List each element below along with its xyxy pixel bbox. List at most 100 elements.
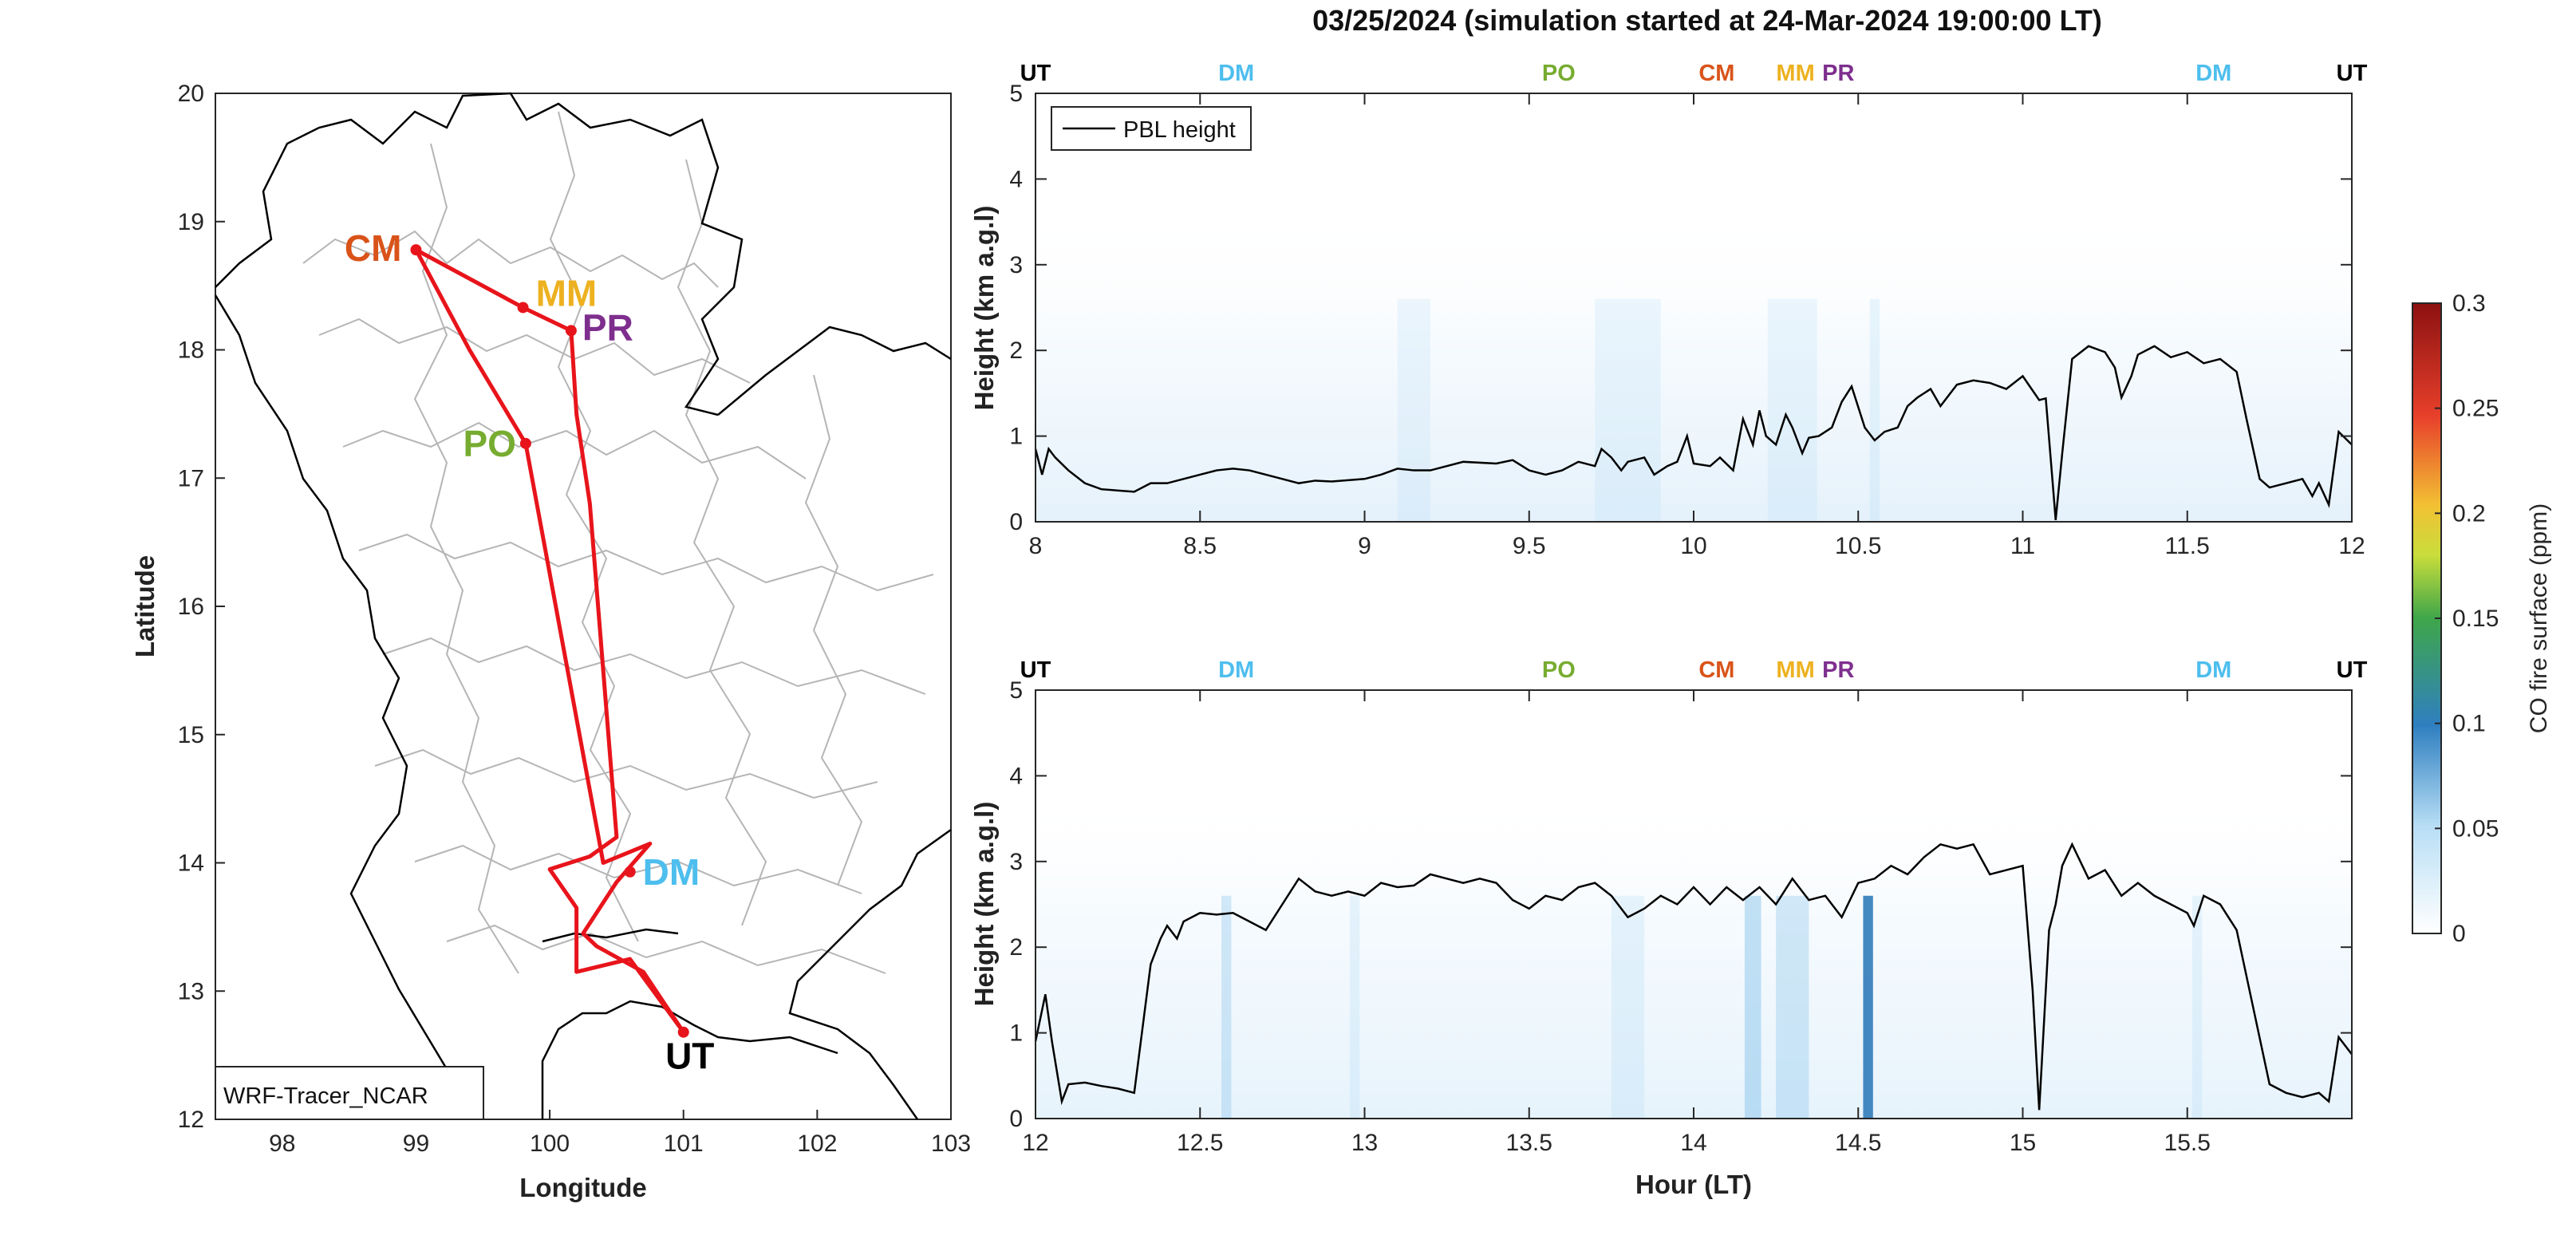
map-boundaries	[214, 92, 952, 1120]
map-xtick-label-4: 102	[797, 1131, 837, 1157]
lower-station-mark-1: DM	[1218, 657, 1254, 683]
map-xtick-label-3: 101	[664, 1131, 704, 1157]
upper-station-mark-5: PR	[1822, 61, 1854, 86]
map-xtick-label-1: 99	[403, 1131, 429, 1157]
colorbar-tick-label-0: 0	[2452, 921, 2466, 947]
upper-xtick-label-8: 12	[2338, 533, 2365, 559]
upper-ytick-label-0: 0	[1009, 509, 1023, 535]
lower-station-mark-4: MM	[1776, 657, 1814, 683]
upper-xtick-label-3: 9.5	[1513, 533, 1546, 559]
colorbar: 0 0.05 0.1 0.15 0.2 0.25 0.3 CO fire surface (…	[2412, 290, 2552, 947]
map-axes-box	[215, 93, 952, 1120]
map-ytick-label-5: 17	[178, 465, 204, 491]
lower-pbl-line	[1034, 842, 2353, 1111]
colorbar-ticks: 0 0.05 0.1 0.15 0.2 0.25 0.3	[2435, 290, 2499, 947]
upper-ytick-label-1: 1	[1009, 424, 1023, 450]
lower-hotspot-4	[1776, 895, 1809, 1119]
lower-xlabel: Hour (LT)	[1635, 1170, 1752, 1199]
map-ytick-label-6: 18	[178, 337, 204, 364]
upper-station-mark-0: UT	[1020, 61, 1051, 86]
upper-station-mark-1: DM	[1218, 61, 1254, 86]
station-label-po: PO	[463, 423, 515, 464]
colorbar-tick-label-3: 0.15	[2452, 606, 2499, 632]
map-ytick-label-2: 14	[178, 850, 204, 877]
upper-station-mark-3: CM	[1698, 61, 1734, 86]
lower-hotspot-1	[1349, 895, 1360, 1119]
lower-xtick-label-7: 15.5	[2164, 1130, 2211, 1156]
map-xtick-label-5: 103	[931, 1131, 971, 1157]
station-marker-ut	[677, 1026, 689, 1038]
upper-pbl-line	[1034, 345, 2353, 520]
upper-legend: PBL height	[1051, 106, 1252, 151]
station-marker-cm	[410, 244, 422, 256]
upper-xtick-label-7: 11.5	[2165, 533, 2210, 559]
upper-hotspot-2	[1767, 298, 1817, 522]
station-label-ut: UT	[665, 1036, 714, 1077]
colorbar-tick-label-4: 0.2	[2452, 500, 2486, 527]
lower-ytick-label-1: 1	[1009, 1020, 1023, 1047]
lower-hotspot-2	[1611, 895, 1645, 1119]
lower-xtick-label-6: 15	[2010, 1130, 2036, 1156]
station-label-pr: PR	[582, 306, 633, 348]
map-ytick-label-3: 15	[178, 722, 204, 748]
map-ylabel: Latitude	[130, 555, 160, 657]
lower-station-marks: UT DM PO CM MM PR DM UT	[1020, 657, 2368, 683]
upper-co-field	[1036, 207, 2352, 522]
lower-hotspot-3	[1744, 895, 1761, 1119]
upper-hotspots	[1397, 298, 1880, 522]
upper-hotspot-3	[1869, 298, 1880, 522]
lower-ylabel: Height (km a.g.l)	[969, 802, 999, 1007]
lower-co-field	[1036, 790, 2352, 1119]
lower-ytick-label-4: 4	[1009, 763, 1023, 789]
upper-xtick-label-0: 8	[1029, 533, 1043, 559]
map-ytick-label-0: 12	[178, 1107, 204, 1133]
lower-station-mark-0: UT	[1020, 657, 1051, 683]
legend-label: PBL height	[1123, 117, 1236, 143]
upper-xtick-label-5: 10.5	[1835, 533, 1881, 559]
station-label-dm: DM	[643, 851, 700, 893]
lower-station-mark-7: UT	[2337, 657, 2368, 683]
lower-ytick-label-5: 5	[1009, 677, 1023, 704]
station-marker-dm	[624, 866, 636, 878]
lower-hotspots	[1221, 895, 2203, 1119]
colorbar-tick-label-6: 0.3	[2452, 290, 2486, 317]
colorbar-tick-label-2: 0.1	[2452, 711, 2486, 737]
upper-xtick-label-6: 11	[2010, 533, 2035, 559]
colorbar-tick-label-1: 0.05	[2452, 815, 2499, 842]
station-label-cm: CM	[345, 227, 402, 269]
station-marker-pr	[565, 325, 577, 337]
map-annotation: WRF-Tracer_NCAR	[215, 1066, 484, 1120]
lower-station-mark-3: CM	[1698, 657, 1734, 683]
upper-ylabel: Height (km a.g.l)	[969, 206, 999, 411]
station-marker-po	[519, 437, 531, 449]
upper-ytick-label-3: 3	[1009, 252, 1023, 278]
lower-xtick-label-0: 12	[1022, 1130, 1048, 1156]
lower-xtick-label-3: 13.5	[1506, 1130, 1552, 1156]
upper-ytick-label-5: 5	[1009, 81, 1023, 107]
lower-xtick-label-5: 14.5	[1835, 1130, 1881, 1156]
lower-hotspot-0	[1221, 895, 1232, 1119]
lower-station-mark-2: PO	[1542, 657, 1576, 683]
map-ytick-label-4: 16	[178, 594, 204, 620]
upper-xtick-label-4: 10	[1680, 533, 1706, 559]
map-ytick-label-7: 19	[178, 209, 204, 235]
upper-station-marks: UT DM PO CM MM PR DM UT	[1020, 61, 2368, 86]
upper-station-mark-7: UT	[2337, 61, 2368, 86]
annotation-text: WRF-Tracer_NCAR	[223, 1083, 428, 1109]
upper-ytick-label-2: 2	[1009, 337, 1023, 364]
map-ytick-label-8: 20	[178, 81, 204, 107]
upper-xtick-label-1: 8.5	[1183, 533, 1217, 559]
lower-hotspot-6	[2191, 895, 2203, 1119]
lower-station-mark-5: PR	[1822, 657, 1854, 683]
map-xtick-label-2: 100	[530, 1131, 570, 1157]
colorbar-label: CO fire surface (ppm)	[2526, 503, 2552, 733]
upper-station-mark-4: MM	[1776, 61, 1814, 86]
lower-ytick-label-2: 2	[1009, 934, 1023, 961]
upper-station-mark-6: DM	[2195, 61, 2231, 86]
annotation-box	[215, 1066, 484, 1120]
upper-xtick-label-2: 9	[1358, 533, 1371, 559]
